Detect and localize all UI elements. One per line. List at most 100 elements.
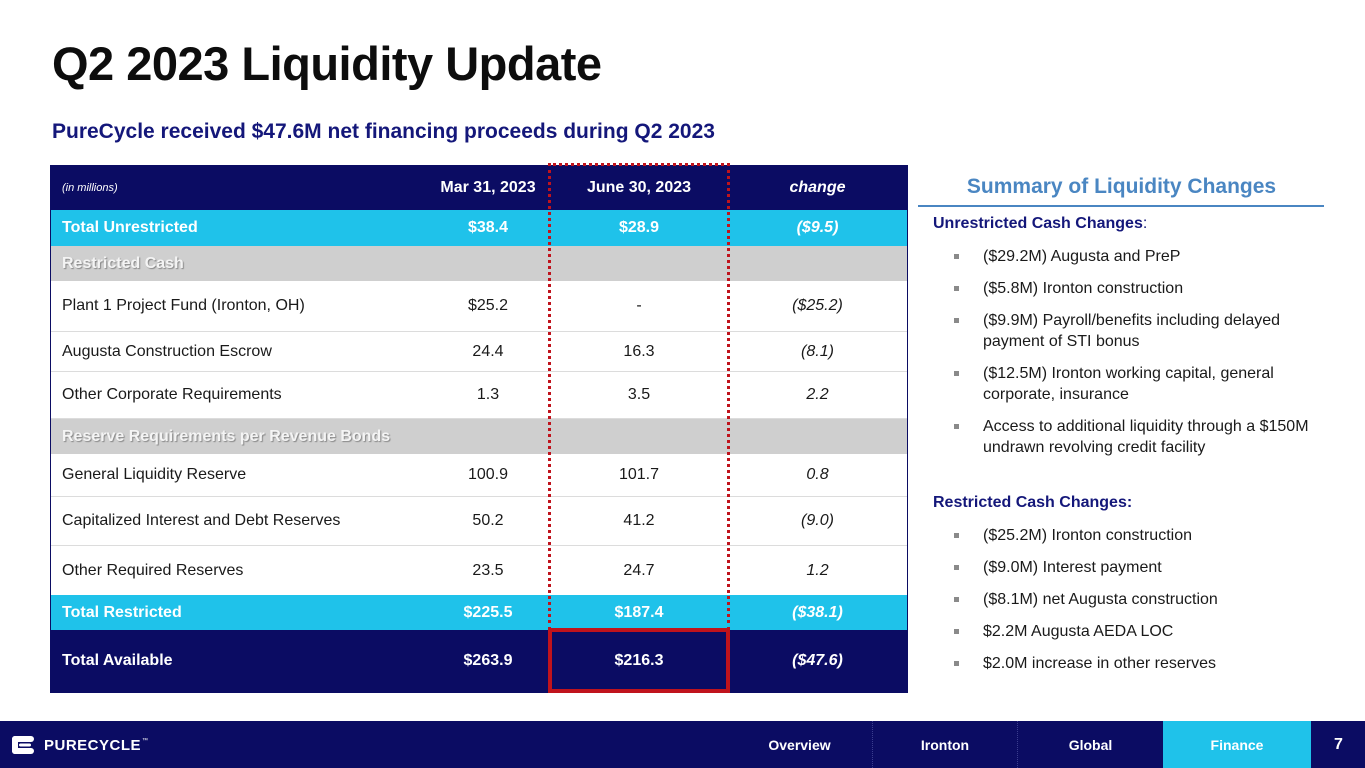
units-label: (in millions) bbox=[62, 182, 118, 194]
table-row: General Liquidity Reserve 100.9 101.7 0.… bbox=[51, 454, 907, 497]
cell-mar: $38.4 bbox=[467, 219, 509, 236]
list-item: ($12.5M) Ironton working capital, genera… bbox=[953, 363, 1323, 405]
list-item: ($9.9M) Payroll/benefits including delay… bbox=[953, 310, 1323, 352]
row-label: Plant 1 Project Fund (Ironton, OH) bbox=[62, 297, 305, 314]
list-item-text: ($5.8M) Ironton construction bbox=[983, 280, 1184, 297]
list-item-text: ($8.1M) net Augusta construction bbox=[983, 591, 1218, 608]
bullet-square-icon bbox=[954, 424, 959, 429]
table-row: Other Corporate Requirements 1.3 3.5 2.2 bbox=[51, 372, 907, 419]
bullet-square-icon bbox=[954, 629, 959, 634]
section-label: Restricted Cash bbox=[62, 254, 184, 272]
cell-change: 2.2 bbox=[806, 386, 829, 403]
table-row: Capitalized Interest and Debt Reserves 5… bbox=[51, 497, 907, 546]
logo-wordmark: PURECYCLE bbox=[44, 736, 142, 754]
row-label: Total Unrestricted bbox=[62, 219, 198, 236]
col-header-mar: Mar 31, 2023 bbox=[440, 179, 536, 196]
list-item: ($9.0M) Interest payment bbox=[953, 557, 1323, 578]
purecycle-logo-icon bbox=[12, 736, 34, 754]
cell-change: ($25.2) bbox=[792, 297, 843, 314]
cell-mar: 1.3 bbox=[476, 386, 500, 403]
row-label: Total Available bbox=[62, 652, 173, 669]
bullet-square-icon bbox=[954, 597, 959, 602]
list-item: Access to additional liquidity through a… bbox=[953, 416, 1323, 458]
cell-change: 0.8 bbox=[806, 466, 829, 483]
summary-title: Summary of Liquidity Changes bbox=[966, 175, 1277, 198]
cell-change: (8.1) bbox=[801, 342, 834, 360]
cell-jun: 41.2 bbox=[623, 512, 655, 529]
table-header-row: (in millions) Mar 31, 2023 June 30, 2023… bbox=[51, 166, 907, 210]
cell-jun: 16.3 bbox=[623, 342, 655, 360]
bullet-square-icon bbox=[954, 254, 959, 259]
restricted-cash-section-row: Restricted Cash bbox=[51, 246, 907, 281]
purecycle-logo: PURECYCLE ™ bbox=[10, 734, 148, 756]
cell-jun: 101.7 bbox=[618, 466, 660, 483]
table-row: Other Required Reserves 23.5 24.7 1.2 bbox=[51, 546, 907, 595]
page-subtitle: PureCycle received $47.6M net financing … bbox=[52, 120, 715, 143]
unrestricted-changes-heading: Unrestricted Cash Changes: bbox=[933, 215, 1147, 233]
list-item-text: $2.0M increase in other reserves bbox=[983, 655, 1216, 672]
unrestricted-heading-text: Unrestricted Cash Changes bbox=[933, 215, 1143, 232]
cell-jun: $187.4 bbox=[614, 603, 664, 621]
cell-change: ($9.5) bbox=[796, 219, 839, 236]
cell-change: ($38.1) bbox=[792, 603, 843, 621]
cell-mar: 100.9 bbox=[467, 466, 509, 483]
list-item: $2.0M increase in other reserves bbox=[953, 653, 1323, 674]
cell-jun: 24.7 bbox=[623, 561, 655, 579]
section-label: Reserve Requirements per Revenue Bonds bbox=[62, 427, 391, 445]
list-item: ($29.2M) Augusta and PreP bbox=[953, 246, 1323, 267]
cell-mar: 23.5 bbox=[472, 561, 504, 579]
list-item: ($25.2M) Ironton construction bbox=[953, 525, 1323, 546]
cell-mar: $263.9 bbox=[463, 652, 513, 669]
bullet-square-icon bbox=[954, 371, 959, 376]
total-restricted-row: Total Restricted $225.5 $187.4 ($38.1) bbox=[51, 595, 907, 630]
list-item: ($8.1M) net Augusta construction bbox=[953, 589, 1323, 610]
nav-overview[interactable]: Overview bbox=[768, 736, 831, 753]
cell-jun: $216.3 bbox=[614, 652, 664, 669]
logo-trademark: ™ bbox=[142, 738, 149, 744]
row-label: Augusta Construction Escrow bbox=[62, 342, 272, 360]
cell-jun: 3.5 bbox=[627, 386, 651, 403]
cell-mar: $25.2 bbox=[467, 297, 509, 314]
list-item-text: ($29.2M) Augusta and PreP bbox=[983, 248, 1181, 265]
cell-change: 1.2 bbox=[806, 561, 829, 579]
restricted-changes-heading: Restricted Cash Changes: bbox=[933, 494, 1133, 511]
row-label: General Liquidity Reserve bbox=[62, 466, 247, 483]
list-item-text: ($25.2M) Ironton construction bbox=[983, 527, 1192, 544]
row-label: Total Restricted bbox=[62, 603, 182, 621]
list-item: ($5.8M) Ironton construction bbox=[953, 278, 1323, 299]
list-item-text: Access to additional liquidity through a… bbox=[983, 418, 1309, 456]
cell-mar: 50.2 bbox=[472, 512, 504, 529]
list-item-text: $2.2M Augusta AEDA LOC bbox=[983, 623, 1174, 640]
restricted-changes-list: ($25.2M) Ironton construction ($9.0M) In… bbox=[953, 525, 1323, 685]
nav-ironton[interactable]: Ironton bbox=[872, 721, 1017, 768]
cell-change: ($47.6) bbox=[792, 652, 843, 669]
cell-jun: - bbox=[636, 297, 642, 314]
total-available-row: Total Available $263.9 $216.3 ($47.6) bbox=[51, 630, 907, 692]
bullet-square-icon bbox=[954, 533, 959, 538]
footer-bar: PURECYCLE ™ Overview Ironton Global Fina… bbox=[0, 721, 1365, 768]
total-unrestricted-row: Total Unrestricted $38.4 $28.9 ($9.5) bbox=[51, 210, 907, 246]
unrestricted-changes-list: ($29.2M) Augusta and PreP ($5.8M) Ironto… bbox=[953, 246, 1323, 469]
row-label: Capitalized Interest and Debt Reserves bbox=[62, 512, 341, 529]
col-header-change: change bbox=[789, 179, 846, 196]
cell-change: (9.0) bbox=[801, 512, 834, 529]
liquidity-table: (in millions) Mar 31, 2023 June 30, 2023… bbox=[50, 165, 908, 693]
cell-mar: 24.4 bbox=[472, 342, 504, 360]
bullet-square-icon bbox=[954, 318, 959, 323]
summary-divider bbox=[918, 205, 1324, 207]
row-label: Other Required Reserves bbox=[62, 561, 244, 579]
cell-mar: $225.5 bbox=[463, 603, 513, 621]
list-item-text: ($9.9M) Payroll/benefits including delay… bbox=[983, 312, 1281, 350]
page-number: 7 bbox=[1334, 735, 1343, 753]
bullet-square-icon bbox=[954, 661, 959, 666]
col-header-jun: June 30, 2023 bbox=[586, 179, 692, 196]
nav-finance[interactable]: Finance bbox=[1163, 721, 1311, 768]
list-item: $2.2M Augusta AEDA LOC bbox=[953, 621, 1323, 642]
list-item-text: ($9.0M) Interest payment bbox=[983, 559, 1162, 576]
cell-jun: $28.9 bbox=[618, 219, 660, 236]
table-row: Augusta Construction Escrow 24.4 16.3 (8… bbox=[51, 332, 907, 372]
list-item-text: ($12.5M) Ironton working capital, genera… bbox=[983, 365, 1274, 403]
nav-global[interactable]: Global bbox=[1017, 721, 1163, 768]
reserve-requirements-section-row: Reserve Requirements per Revenue Bonds bbox=[51, 419, 907, 454]
bullet-square-icon bbox=[954, 565, 959, 570]
